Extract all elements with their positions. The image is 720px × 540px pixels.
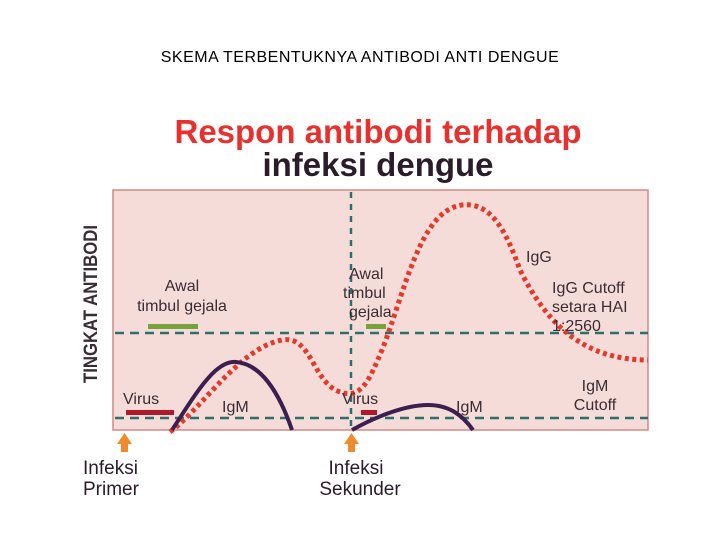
awal-label-secondary-line2: timbul bbox=[343, 285, 386, 302]
igm-curve-secondary bbox=[351, 402, 475, 432]
primary-infection-arrow-icon bbox=[117, 433, 132, 452]
igg-curve bbox=[168, 202, 649, 434]
awal-label-secondary-line1: Awal bbox=[349, 266, 383, 283]
secondary-infection-arrow-icon bbox=[344, 433, 359, 452]
virus-label-secondary: Virus bbox=[342, 391, 378, 408]
igg-cutoff-label-line3: 1:2560 bbox=[552, 318, 601, 335]
symptom-bar-secondary bbox=[366, 324, 386, 329]
slide-title: SKEMA TERBENTUKNYA ANTIBODI ANTI DENGUE bbox=[160, 49, 560, 66]
awal-label-primary-line2: timbul gejala bbox=[137, 298, 227, 315]
y-axis-label: TINGKAT ANTIBODI bbox=[81, 225, 102, 383]
igm-label-primary: IgM bbox=[222, 399, 249, 416]
figure-title-line2: infeksi dengue bbox=[262, 146, 493, 183]
igg-cutoff-label-line1: IgG Cutoff bbox=[552, 280, 625, 297]
figure-title-line1: Respon antibodi terhadap bbox=[174, 113, 581, 150]
virus-bar-primary bbox=[126, 410, 174, 415]
igm-curve-primary bbox=[170, 359, 294, 432]
awal-label-primary-line1: Awal bbox=[165, 278, 199, 295]
igg-cutoff-label-line2: setara HAI bbox=[552, 299, 628, 316]
infeksi-primer-line2: Primer bbox=[83, 479, 140, 500]
igm-label-secondary: IgM bbox=[456, 399, 483, 416]
symptom-bar-primary bbox=[148, 324, 198, 329]
infeksi-sekunder-line2: Sekunder bbox=[319, 479, 401, 500]
infeksi-sekunder-line1: Infeksi bbox=[329, 458, 384, 479]
igm-cutoff-label-line2: Cutoff bbox=[574, 397, 617, 414]
igm-cutoff-label-line1: IgM bbox=[582, 378, 609, 395]
infeksi-primer-line1: Infeksi bbox=[83, 458, 138, 479]
igg-label: IgG bbox=[526, 249, 552, 266]
awal-label-secondary-line3: gejala bbox=[349, 304, 392, 321]
chart-panel bbox=[112, 189, 649, 431]
virus-label-primary: Virus bbox=[123, 391, 159, 408]
virus-bar-secondary bbox=[361, 410, 377, 415]
